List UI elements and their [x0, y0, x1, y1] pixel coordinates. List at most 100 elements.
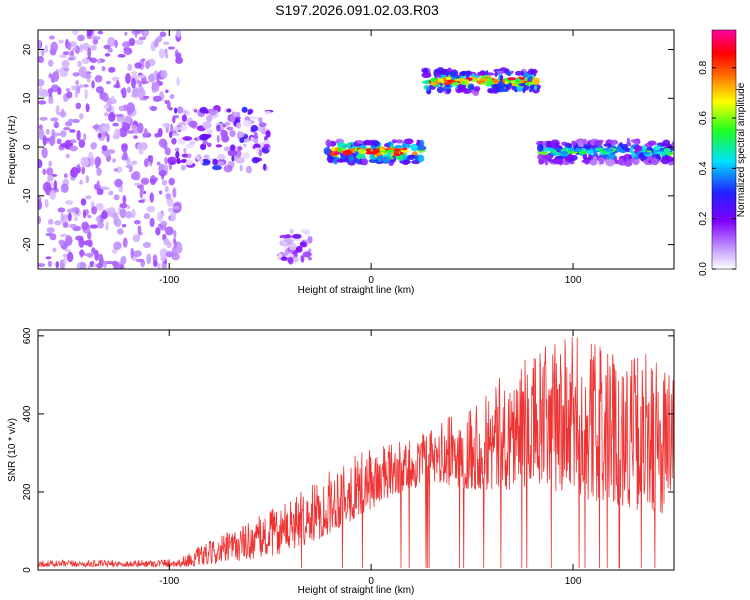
spectrogram-cell — [85, 195, 92, 200]
spectrogram-cell — [97, 221, 105, 229]
colorbar-gradient — [711, 29, 737, 270]
spectrogram-cell — [65, 121, 73, 127]
spectrogram-cell — [114, 178, 123, 188]
spectrogram-cell — [84, 88, 88, 100]
spectrogram-cell — [149, 217, 155, 228]
spectrogram-cell — [38, 158, 43, 169]
spectrogram-cell — [138, 36, 147, 41]
spectrogram-core-cell — [664, 149, 671, 155]
spectrogram-cell — [42, 168, 47, 176]
spectrogram-cell — [116, 80, 120, 89]
spectrogram-cell — [96, 188, 104, 196]
spectrogram-cell — [97, 133, 102, 138]
spectrogram-cell — [64, 173, 68, 179]
spectrogram-cell — [235, 111, 241, 118]
spectrogram-cell — [200, 158, 204, 165]
spectrogram-core-cell — [402, 147, 408, 151]
spectrogram-core-cell — [578, 151, 587, 155]
spectrogram-cell — [94, 249, 100, 261]
spectrogram-cell — [325, 139, 332, 147]
spectrogram-cell — [435, 67, 445, 76]
spectrogram-cell — [250, 124, 259, 132]
spectrogram-core-cell — [540, 152, 549, 155]
spectrogram-cell — [79, 179, 83, 185]
spectrogram-cell — [537, 153, 546, 161]
spectrogram-cell — [245, 165, 252, 174]
spectrogram-cell — [89, 44, 97, 51]
spectrogram-cell — [71, 118, 80, 124]
spectrogram-cell — [47, 218, 54, 225]
spectrogram-cell — [130, 71, 138, 75]
spectrogram-cell — [105, 186, 110, 191]
spectrogram-cell — [258, 149, 263, 157]
spectrogram-cell — [253, 131, 258, 137]
spectrogram-cell — [234, 156, 238, 161]
spectrogram-cell — [242, 151, 250, 160]
spectrogram-cell — [44, 198, 49, 208]
spectrogram-cell — [200, 143, 207, 151]
spectrogram-cell — [363, 139, 373, 146]
spectrogram-core-cell — [379, 147, 385, 151]
spectrogram-cell — [70, 166, 79, 178]
spectrogram-cell — [173, 126, 183, 131]
spectrogram-cell — [258, 117, 263, 123]
spectrogram-cell — [631, 151, 636, 159]
spectrogram-cell — [103, 44, 111, 50]
spectrogram-cell — [70, 85, 78, 91]
spectrogram-cell — [62, 222, 69, 228]
spectrogram-cell — [95, 216, 101, 222]
spectrogram-cell — [165, 53, 169, 59]
spectrogram-cell — [72, 72, 81, 77]
spectrogram-cell — [174, 147, 180, 152]
spectrogram-cell — [87, 215, 92, 219]
spectrogram-cell — [135, 258, 144, 263]
colorbar-tick-label: 0.8 — [698, 60, 709, 74]
spectrogram-cell — [175, 30, 181, 38]
spectrogram-x-tick-label: -100 — [159, 275, 179, 286]
spectrogram-core-cell — [393, 150, 400, 154]
spectrogram-cell — [414, 155, 419, 161]
spectrogram-cell — [64, 248, 72, 253]
spectrogram-cell — [56, 138, 62, 145]
spectrogram-cell — [142, 241, 152, 249]
spectrogram-cell — [263, 143, 270, 149]
spectrogram-cell — [402, 141, 406, 150]
spectrogram-cell — [436, 86, 444, 94]
spectrogram-cell — [162, 41, 170, 45]
spectrogram-cell — [81, 166, 86, 175]
snr-x-axis-label: Height of straight line (km) — [298, 585, 415, 596]
spectrogram-cell — [72, 47, 77, 51]
spectrogram-cell — [255, 148, 259, 154]
spectrogram-core-cell — [656, 151, 665, 155]
spectrogram-cell — [67, 212, 72, 222]
spectrogram-cell — [131, 208, 136, 219]
spectrogram-cell — [158, 169, 167, 177]
spectrogram-cell — [138, 149, 144, 155]
spectrogram-cell — [145, 60, 151, 70]
spectrogram-cell — [46, 167, 54, 176]
spectrogram-cell — [140, 177, 150, 185]
spectrogram-cell — [80, 248, 84, 258]
spectrogram-cell — [494, 71, 498, 77]
spectrogram-frame — [37, 29, 675, 270]
spectrogram-cell — [173, 230, 177, 239]
spectrogram-core-cell — [594, 147, 601, 152]
spectrogram-cell — [285, 234, 291, 239]
spectrogram-core-cell — [437, 78, 444, 83]
spectrogram-cell — [117, 228, 124, 235]
spectrogram-cell — [202, 121, 212, 129]
spectrogram-cell — [125, 73, 131, 84]
spectrogram-cell — [603, 143, 612, 147]
spectrogram-cell — [159, 226, 167, 231]
spectrogram-cell — [112, 122, 119, 127]
spectrogram-y-tick-label: 20 — [22, 44, 33, 56]
spectrogram-cell — [81, 221, 89, 231]
spectrogram-cell — [527, 68, 536, 75]
spectrogram-cell — [75, 102, 82, 110]
spectrogram-core-cell — [492, 78, 500, 84]
spectrogram-cell — [202, 140, 208, 146]
spectrogram-cell — [499, 74, 504, 82]
spectrogram-core-cell — [480, 82, 489, 85]
spectrogram-cell — [545, 140, 552, 148]
colorbar: 0.0 0.2 0.4 0.6 0.8 Normalized spectral ampl… — [698, 29, 747, 276]
